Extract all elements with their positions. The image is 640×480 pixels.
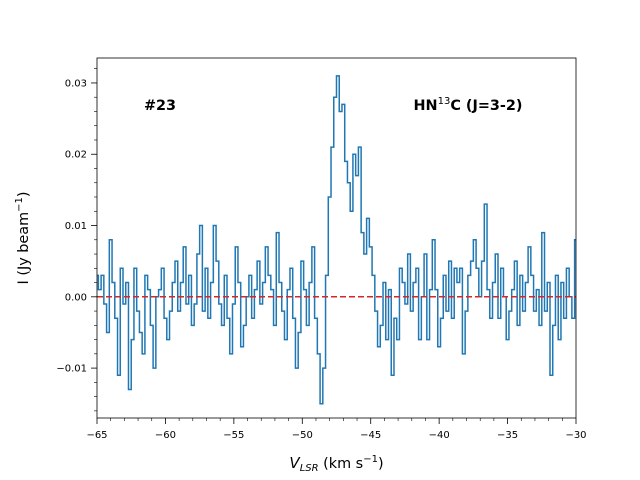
source-id-annotation: #23 [144,98,176,114]
y-axis-label: I (Jy beam−1) [14,192,32,285]
line-name-annotation: HN13C (J=3-2) [414,96,523,114]
y-tick-label: 0.01 [65,221,87,232]
series-layer [97,75,576,405]
y-tick-label: 0.03 [65,78,87,89]
x-tick-label: −45 [360,430,381,441]
x-tick-label: −50 [292,430,313,441]
plot-frame [96,57,577,419]
x-tick-label: −60 [155,430,176,441]
x-tick-label: −65 [86,430,107,441]
x-axis-label: VLSR (km s−1) [289,454,383,474]
x-tick-label: −30 [565,430,586,441]
axis-ticks: −65 −60 −55 −50 −45 −40 −35 −30 −0.01 0.00 0.01 0.0… [56,68,587,441]
y-tick-label: −0.01 [56,364,87,375]
y-tick-label: 0.02 [65,150,87,161]
y-tick-label: 0.00 [65,292,87,303]
x-tick-label: −40 [429,430,450,441]
plot-area [97,58,576,418]
x-tick-label: −35 [497,430,518,441]
x-tick-label: −55 [223,430,244,441]
spectrum-line [97,75,576,405]
